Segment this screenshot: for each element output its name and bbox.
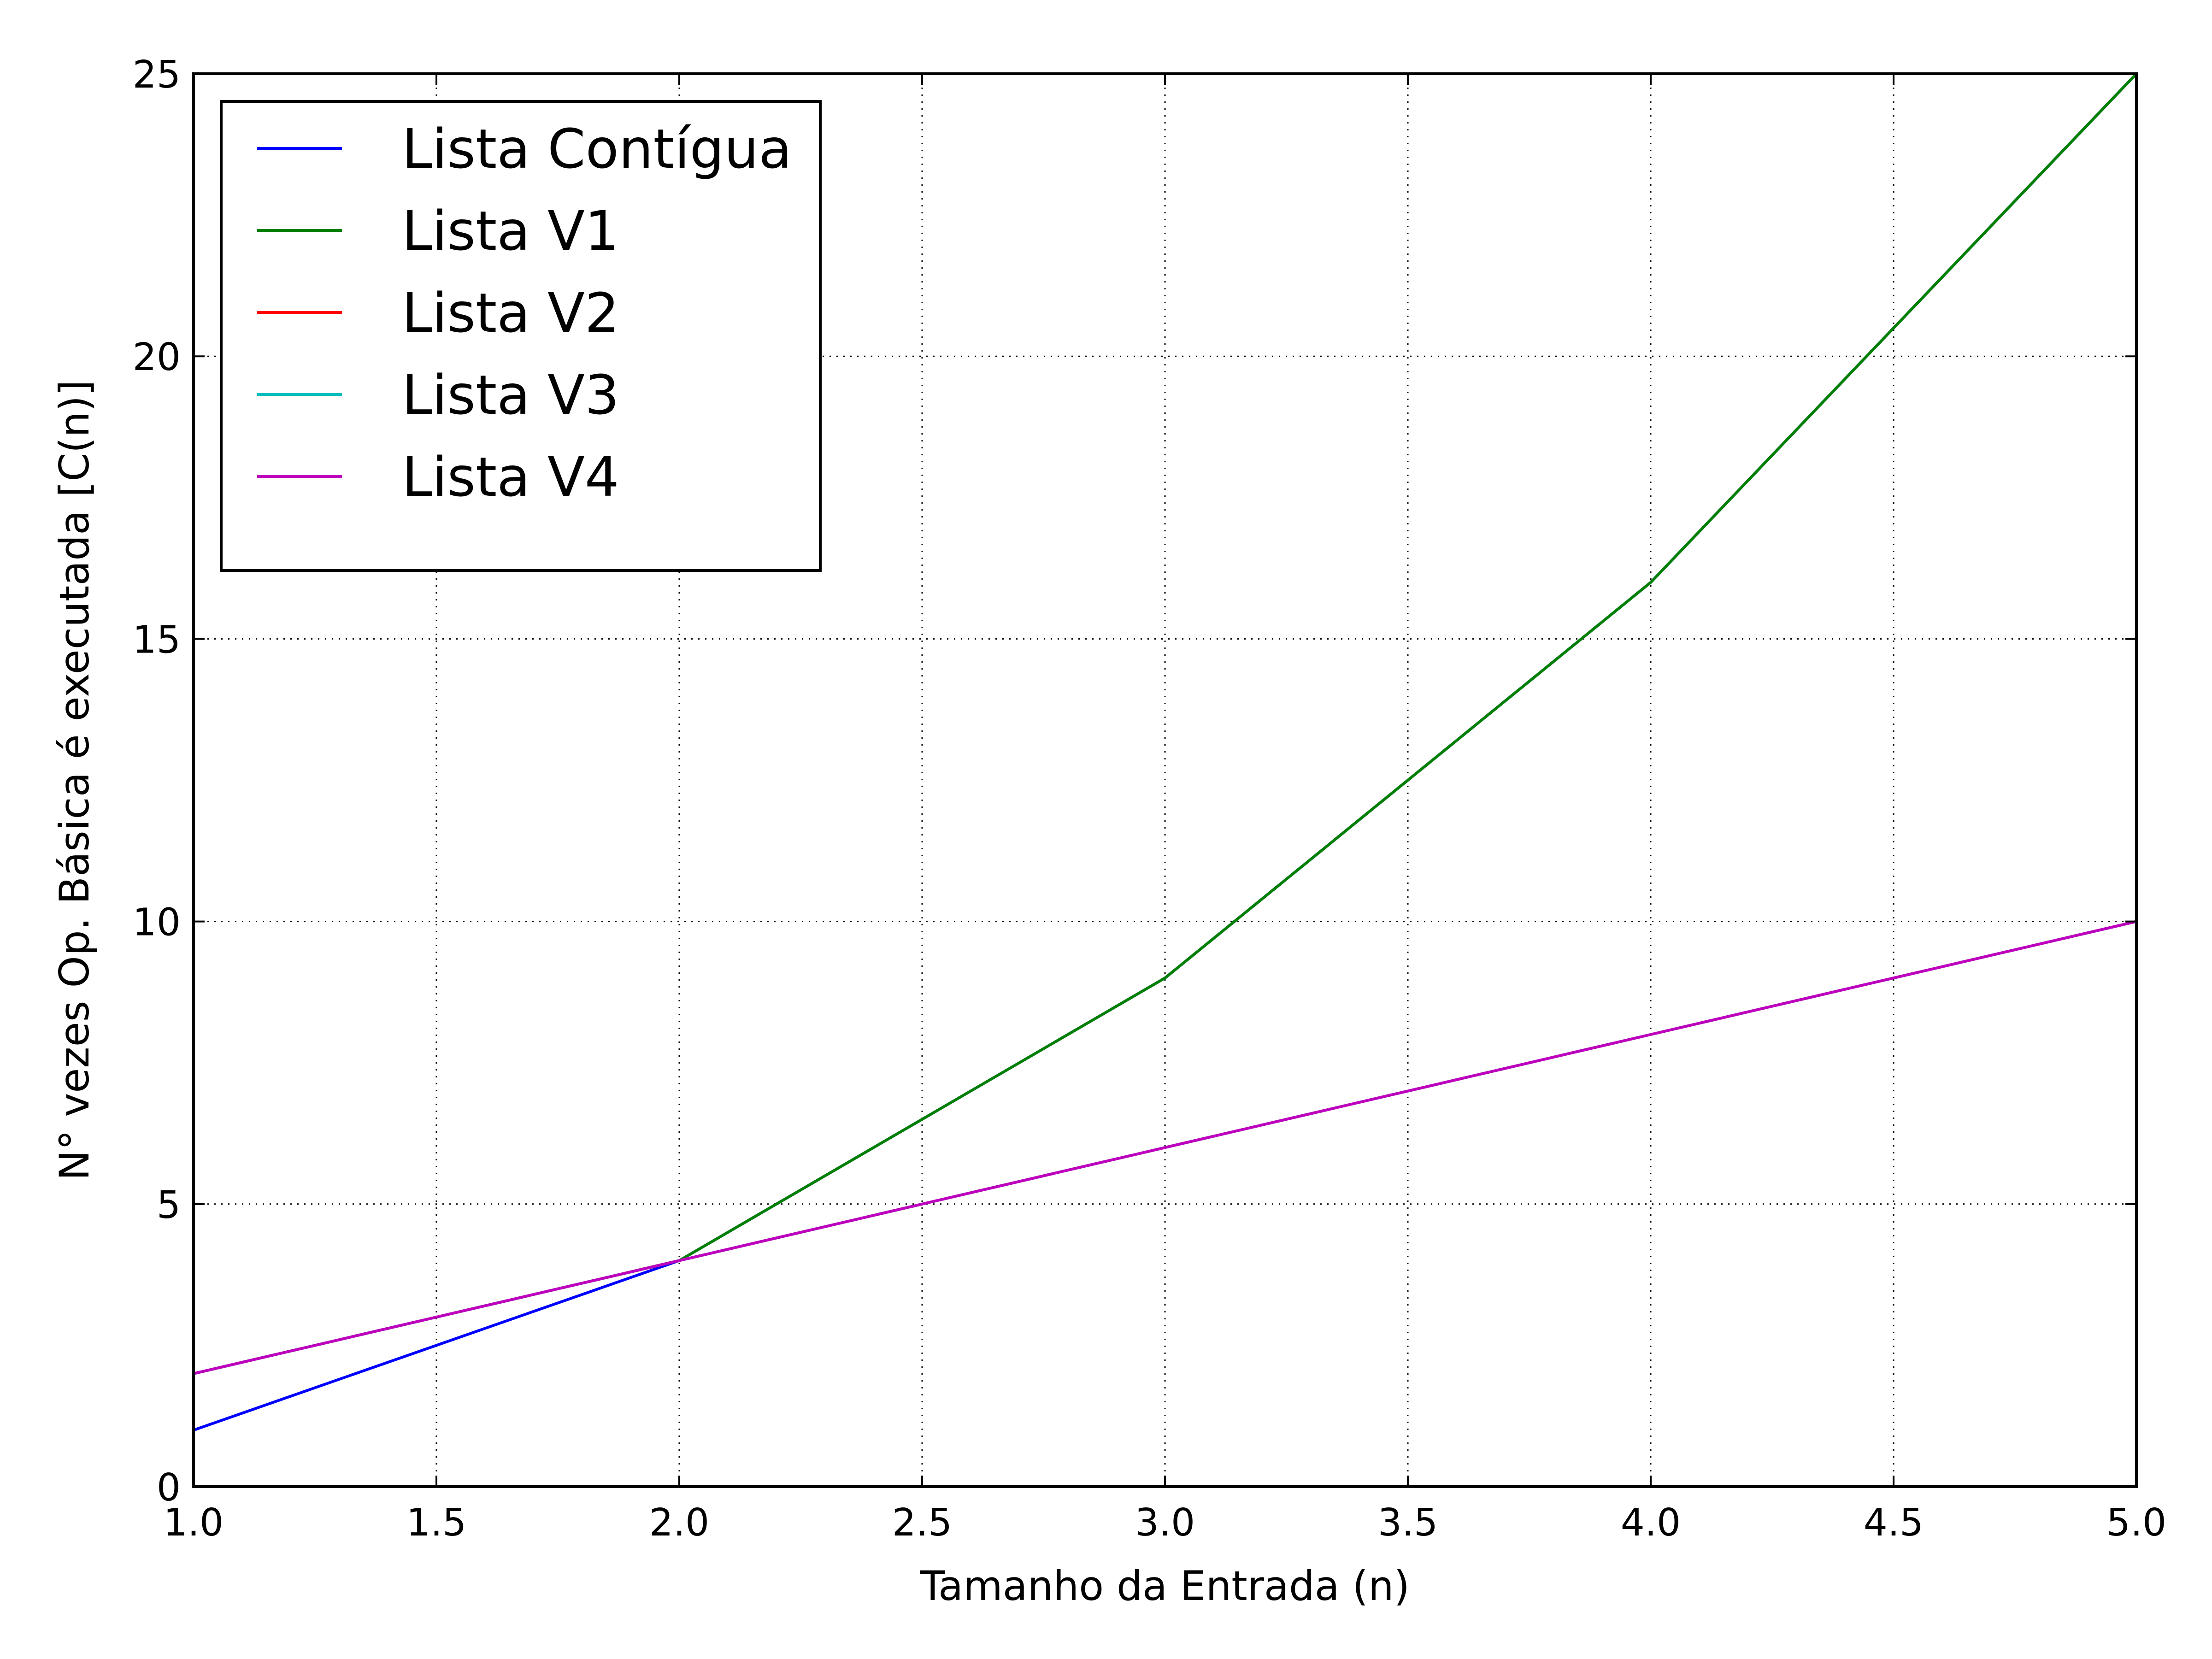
series-line-5 xyxy=(193,920,2137,1375)
y-tick-label: 10 xyxy=(133,901,181,945)
series-group xyxy=(193,72,2138,1432)
x-tick-label: 4.0 xyxy=(1621,1501,1681,1545)
legend-label: Lista V4 xyxy=(402,445,619,509)
legend-label: Lista V1 xyxy=(402,199,619,263)
legend-label: Lista V2 xyxy=(402,281,619,345)
y-tick-label: 25 xyxy=(133,53,181,97)
x-tick-label: 2.0 xyxy=(649,1501,709,1545)
y-tick-label: 20 xyxy=(133,335,181,379)
x-tick-label: 2.5 xyxy=(892,1501,952,1545)
legend-box xyxy=(220,100,822,572)
y-tick-label: 0 xyxy=(157,1466,181,1510)
axis-ticks: 1.0 1.5 2.0 2.5 3.0 3.5 4.0 4.5 5.0 0 5 10 15 20 25 xyxy=(133,53,2167,1545)
x-axis-label: Tamanho da Entrada (n) xyxy=(920,1562,1410,1610)
y-axis-label: N° vezes Op. Básica é executada [C(n)] xyxy=(51,380,98,1180)
y-tick-label: 5 xyxy=(157,1183,181,1227)
y-tick-label: 15 xyxy=(133,618,181,662)
x-tick-label: 1.0 xyxy=(164,1501,224,1545)
legend: Lista Contígua Lista V1 Lista V2 Lista V3 Li… xyxy=(220,100,822,572)
x-tick-label: 5.0 xyxy=(2106,1501,2166,1545)
legend-label: Lista Contígua xyxy=(402,117,792,181)
x-tick-label: 4.5 xyxy=(1864,1501,1924,1545)
x-tick-label: 1.5 xyxy=(406,1501,466,1545)
x-tick-label: 3.0 xyxy=(1135,1501,1195,1545)
legend-label: Lista V3 xyxy=(402,363,619,427)
x-tick-label: 3.5 xyxy=(1378,1501,1438,1545)
